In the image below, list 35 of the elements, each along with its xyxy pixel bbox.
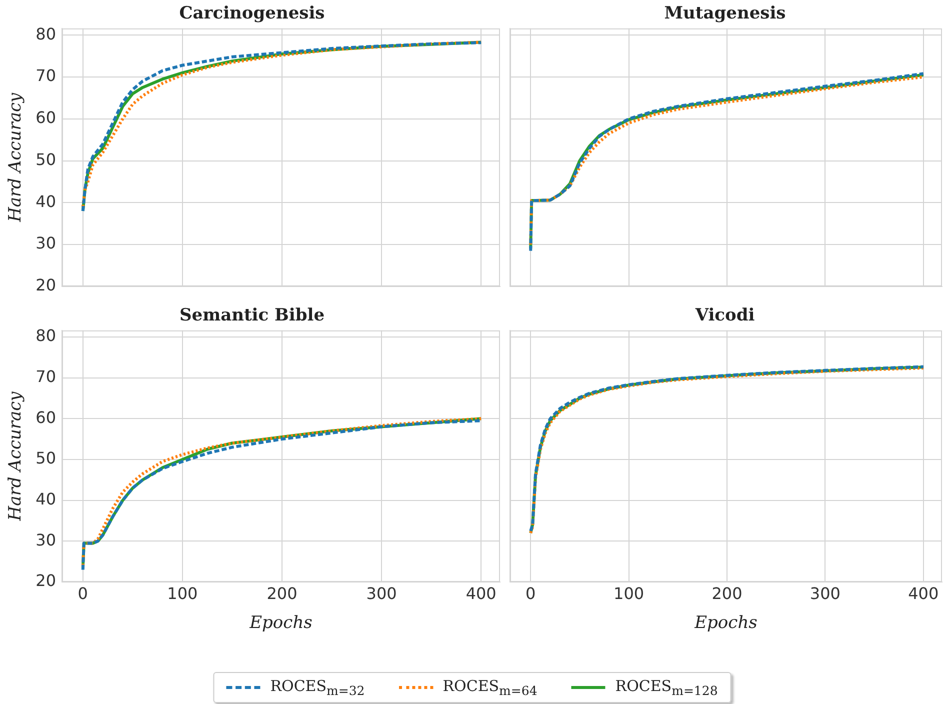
y-tick-label: 80: [36, 24, 56, 44]
y-tick-label: 50: [36, 150, 56, 169]
x-tick-label: 100: [167, 584, 198, 603]
x-tick-label: 300: [810, 584, 840, 603]
y-tick-label: 20: [36, 276, 56, 295]
y-tick-label: 40: [36, 489, 56, 508]
chart-title: Vicodi: [694, 306, 756, 326]
legend-label: ROCES$_{m=128}$: [615, 677, 718, 698]
y-tick-label: 70: [36, 66, 56, 86]
x-tick-label: 200: [266, 584, 298, 603]
y-tick-label: 40: [36, 192, 56, 211]
x-tick-label: 0: [78, 584, 88, 603]
x-tick-label: 200: [712, 584, 742, 603]
x-tick-label: 0: [526, 584, 536, 603]
x-tick-label: 300: [366, 584, 397, 603]
legend-label: ROCES$_{m=64}$: [442, 677, 538, 698]
x-tick-label: 400: [908, 584, 939, 603]
y-tick-label: 70: [36, 366, 56, 386]
y-axis-title: Hard Accuracy: [6, 391, 26, 522]
chart-title: Semantic Bible: [179, 306, 325, 326]
chart-title: Carcinogenesis: [179, 4, 325, 24]
y-tick-label: 60: [36, 408, 56, 427]
y-tick-label: 30: [36, 530, 56, 550]
x-tick-label: 100: [614, 584, 644, 603]
y-tick-label: 60: [36, 108, 56, 128]
y-tick-label: 20: [36, 571, 56, 590]
y-tick-label: 80: [36, 326, 56, 346]
y-tick-label: 30: [36, 234, 56, 253]
x-axis-title: Epochs: [248, 613, 313, 634]
x-tick-label: 400: [466, 584, 496, 603]
legend-label: ROCES$_{m=32}$: [270, 677, 365, 698]
y-tick-label: 50: [36, 448, 56, 468]
y-axis-title: Hard Accuracy: [6, 92, 26, 223]
chart-title: Mutagenesis: [664, 4, 786, 24]
x-axis-title: Epochs: [694, 613, 758, 634]
